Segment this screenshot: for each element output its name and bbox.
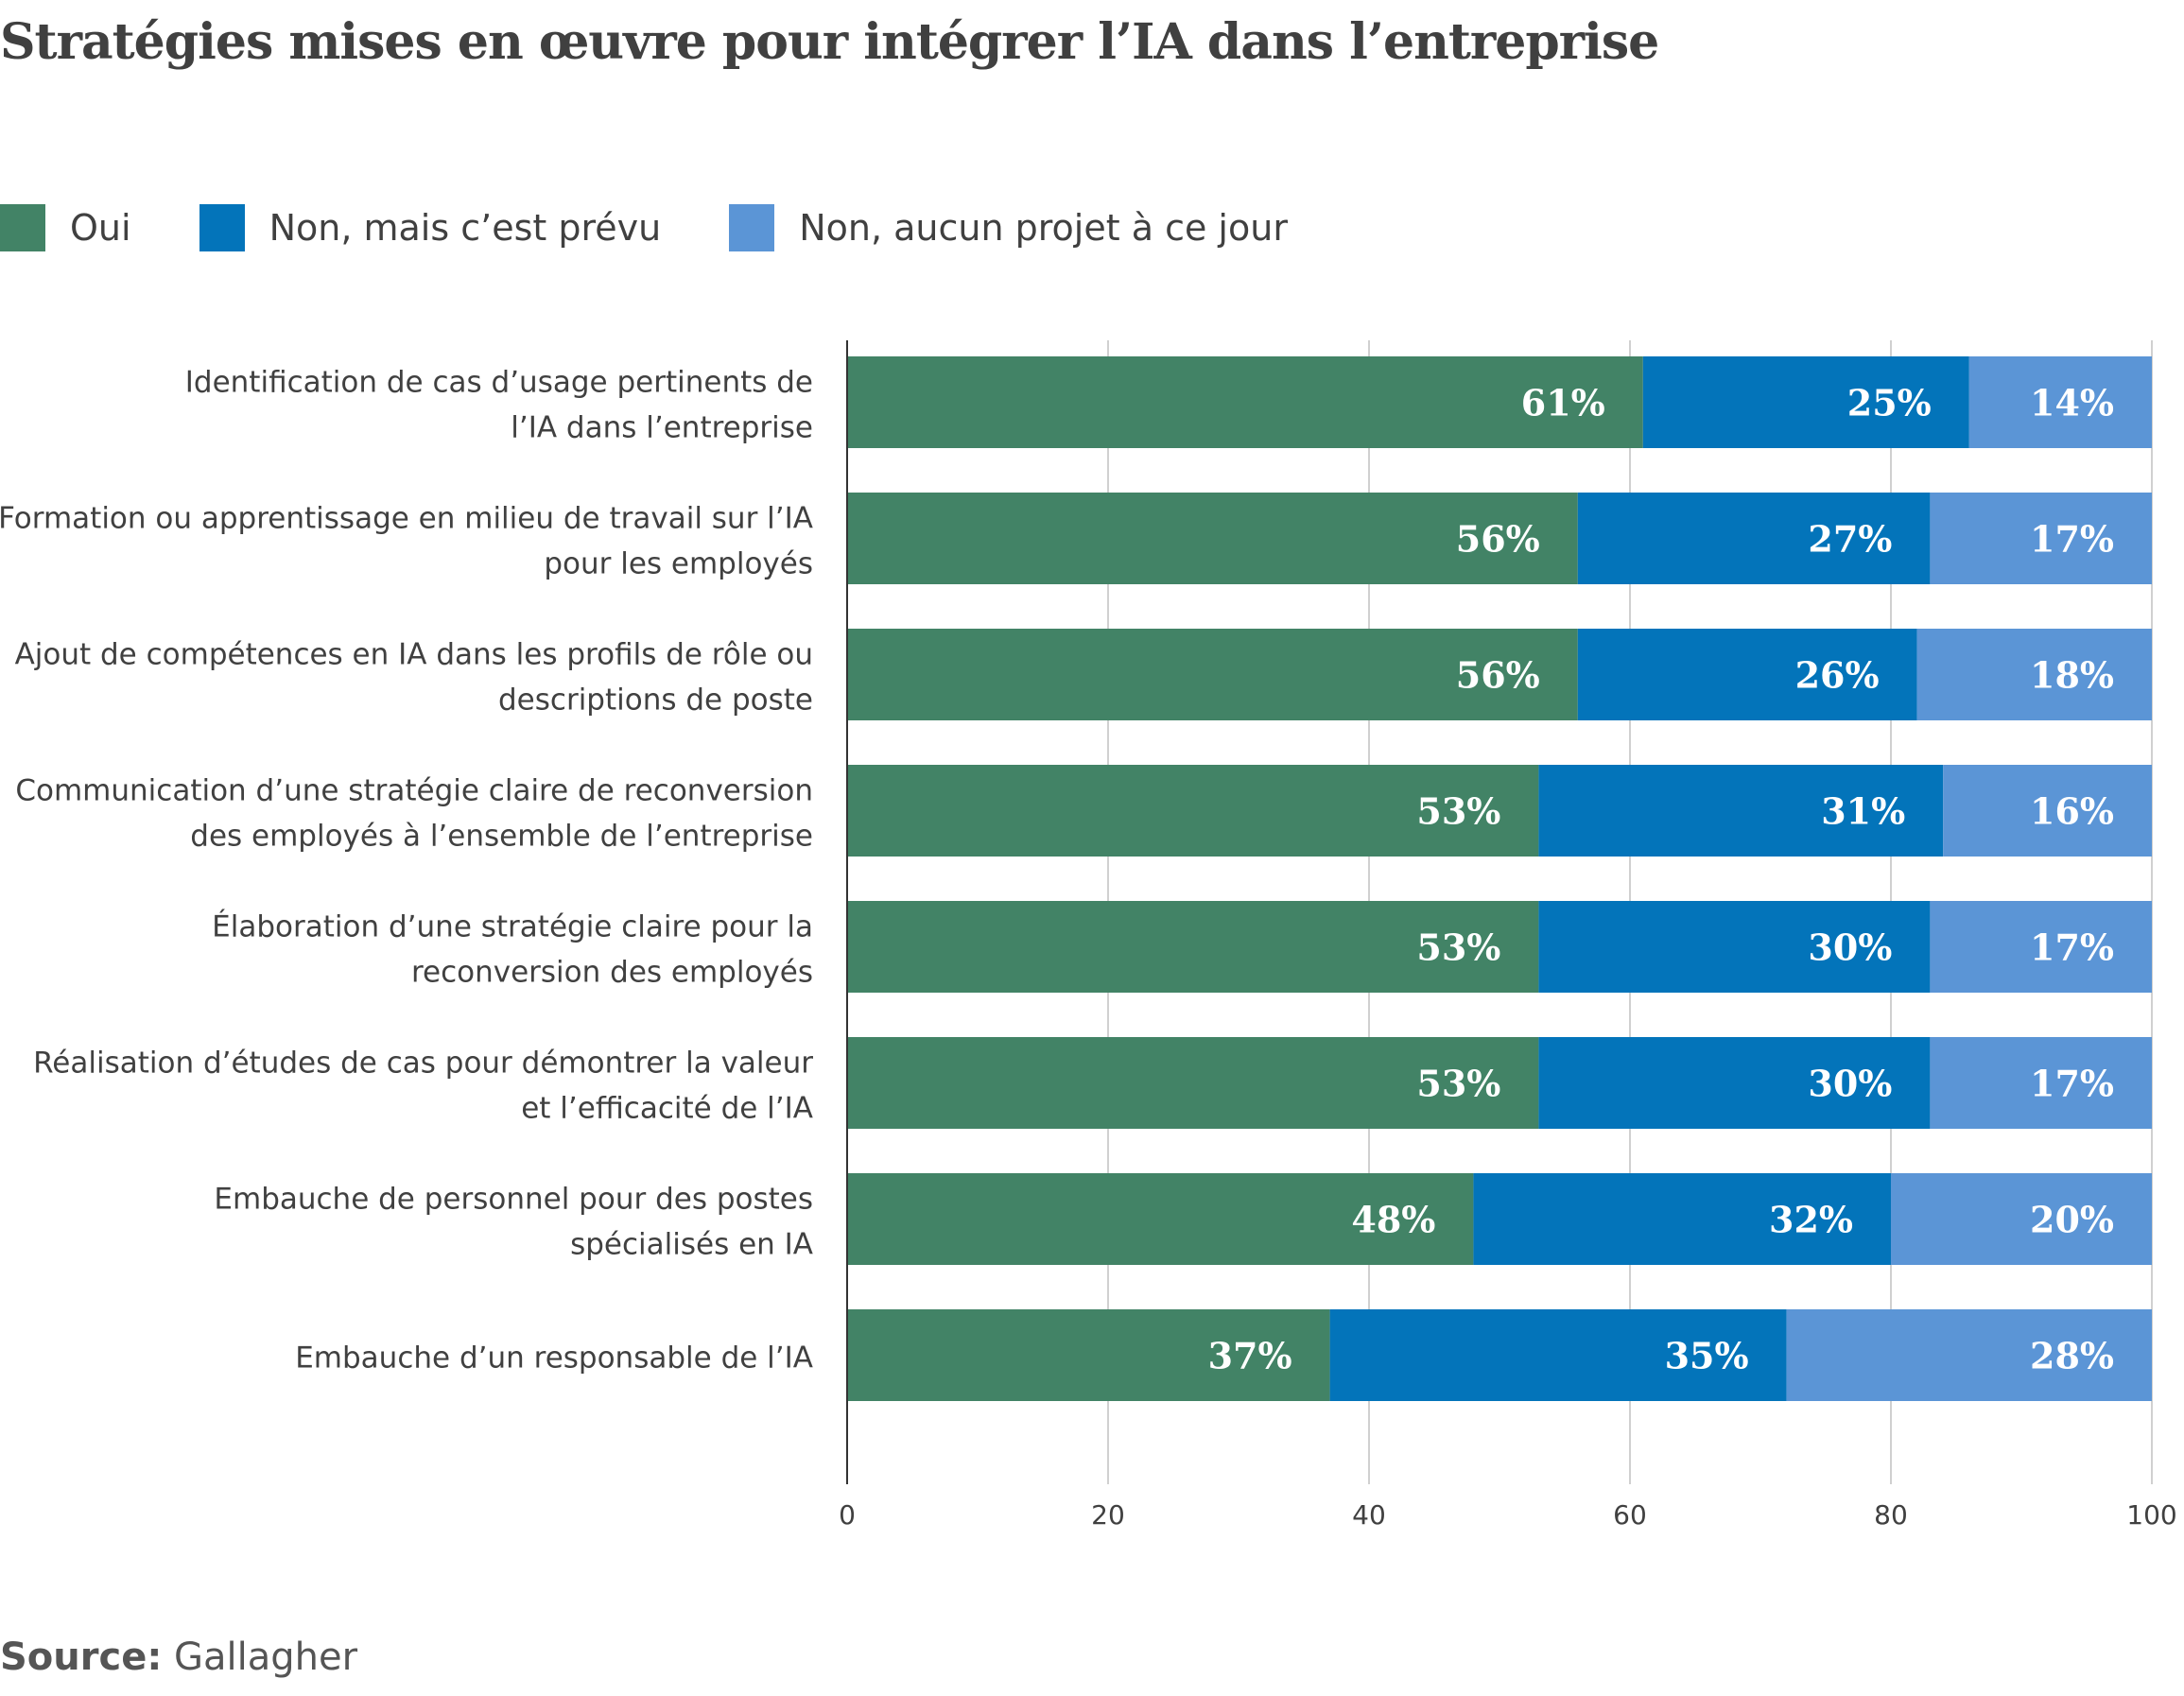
- x-tick-label: 0: [839, 1499, 856, 1531]
- x-tick-label: 20: [1091, 1499, 1125, 1531]
- bar-segment: [1786, 1309, 2152, 1401]
- data-label: 17%: [2030, 1063, 2114, 1105]
- bar-segment: [1538, 901, 1931, 993]
- data-label: 53%: [1416, 926, 1500, 969]
- legend-label-prevu: Non, mais c’est prévu: [269, 207, 662, 249]
- category-label: Ajout de compétences en IA dans les prof…: [15, 638, 813, 672]
- legend-item-prevu[interactable]: Non, mais c’est prévu: [199, 204, 662, 251]
- bar-segment: [1968, 356, 2152, 448]
- bar-segment: [1329, 1309, 1787, 1401]
- stacked-bar-chart: 61% 25% 14% Identification de cas d’usage p…: [0, 340, 2177, 1531]
- bar-segment: [1577, 493, 1931, 584]
- data-label: 61%: [1521, 382, 1605, 424]
- data-label: 48%: [1351, 1199, 1435, 1241]
- data-label: 30%: [1808, 926, 1892, 969]
- category-label: Élaboration d’une stratégie claire pour …: [212, 910, 813, 944]
- bar-segment: [1538, 1037, 1931, 1129]
- legend-swatch-aucun: [729, 204, 775, 251]
- bar-segment: [847, 901, 1539, 993]
- x-tick-label: 40: [1352, 1499, 1386, 1531]
- legend-swatch-oui: [0, 204, 45, 251]
- legend-swatch-prevu: [199, 204, 245, 251]
- data-label: 53%: [1416, 790, 1500, 833]
- category-label: descriptions de poste: [498, 684, 813, 718]
- bar-segment: [1577, 629, 1917, 720]
- data-label: 56%: [1456, 518, 1540, 561]
- bar-segment: [847, 493, 1578, 584]
- category-label: Réalisation d’études de cas pour démontr…: [33, 1047, 813, 1081]
- bar-segment: [847, 765, 1539, 857]
- data-label: 14%: [2030, 382, 2114, 424]
- data-label: 30%: [1808, 1063, 1892, 1105]
- bar-segment: [1473, 1173, 1891, 1265]
- chart-title: Stratégies mises en œuvre pour intégrer …: [0, 13, 1659, 71]
- legend-item-aucun[interactable]: Non, aucun projet à ce jour: [729, 204, 1288, 251]
- category-label: Embauche de personnel pour des postes: [214, 1183, 813, 1217]
- legend: Oui Non, mais c’est prévu Non, aucun pro…: [0, 204, 1356, 251]
- source-note: Source: Gallagher: [0, 1635, 357, 1679]
- bar-segment: [1943, 765, 2152, 857]
- data-label: 26%: [1795, 654, 1880, 697]
- category-label: Embauche d’un responsable de l’IA: [295, 1341, 813, 1376]
- data-label: 16%: [2030, 790, 2114, 833]
- data-label: 31%: [1821, 790, 1905, 833]
- bar-segment: [1930, 493, 2152, 584]
- data-label: 27%: [1808, 518, 1892, 561]
- bar-segment: [1891, 1173, 2152, 1265]
- bar-segment: [847, 1037, 1539, 1129]
- x-tick-label: 60: [1613, 1499, 1647, 1531]
- bar-segment: [1930, 1037, 2152, 1129]
- data-label: 53%: [1416, 1063, 1500, 1105]
- bar-segment: [1538, 765, 1944, 857]
- category-label: pour les employés: [544, 547, 813, 581]
- bar-segment: [847, 356, 1643, 448]
- category-label: l’IA dans l’entreprise: [511, 411, 813, 445]
- source-label: Source:: [0, 1635, 163, 1679]
- data-label: 37%: [1208, 1335, 1292, 1377]
- data-label: 17%: [2030, 926, 2114, 969]
- legend-label-oui: Oui: [70, 207, 131, 249]
- data-label: 17%: [2030, 518, 2114, 561]
- category-label: spécialisés en IA: [570, 1228, 813, 1262]
- x-tick-label: 100: [2126, 1499, 2176, 1531]
- data-label: 56%: [1456, 654, 1540, 697]
- legend-item-oui[interactable]: Oui: [0, 204, 131, 251]
- category-label: Communication d’une stratégie claire de …: [15, 774, 813, 808]
- data-label: 28%: [2030, 1335, 2114, 1377]
- legend-label-aucun: Non, aucun projet à ce jour: [799, 207, 1288, 249]
- category-label: des employés à l’ensemble de l’entrepris…: [190, 820, 813, 854]
- data-label: 25%: [1847, 382, 1932, 424]
- category-label: Identification de cas d’usage pertinents…: [185, 366, 813, 400]
- bar-segment: [1930, 901, 2152, 993]
- data-label: 18%: [2030, 654, 2114, 697]
- x-tick-label: 80: [1874, 1499, 1908, 1531]
- source-value: Gallagher: [174, 1635, 358, 1679]
- bar-segment: [847, 1173, 1474, 1265]
- data-label: 20%: [2030, 1199, 2114, 1241]
- bar-segment: [1642, 356, 1969, 448]
- category-label: Formation ou apprentissage en milieu de …: [0, 502, 813, 536]
- bar-segment: [847, 629, 1578, 720]
- data-label: 32%: [1769, 1199, 1853, 1241]
- bar-segment: [847, 1309, 1330, 1401]
- bar-segment: [1916, 629, 2152, 720]
- category-label: reconversion des employés: [411, 956, 813, 990]
- data-label: 35%: [1665, 1335, 1749, 1377]
- category-label: et l’efficacité de l’IA: [521, 1092, 813, 1126]
